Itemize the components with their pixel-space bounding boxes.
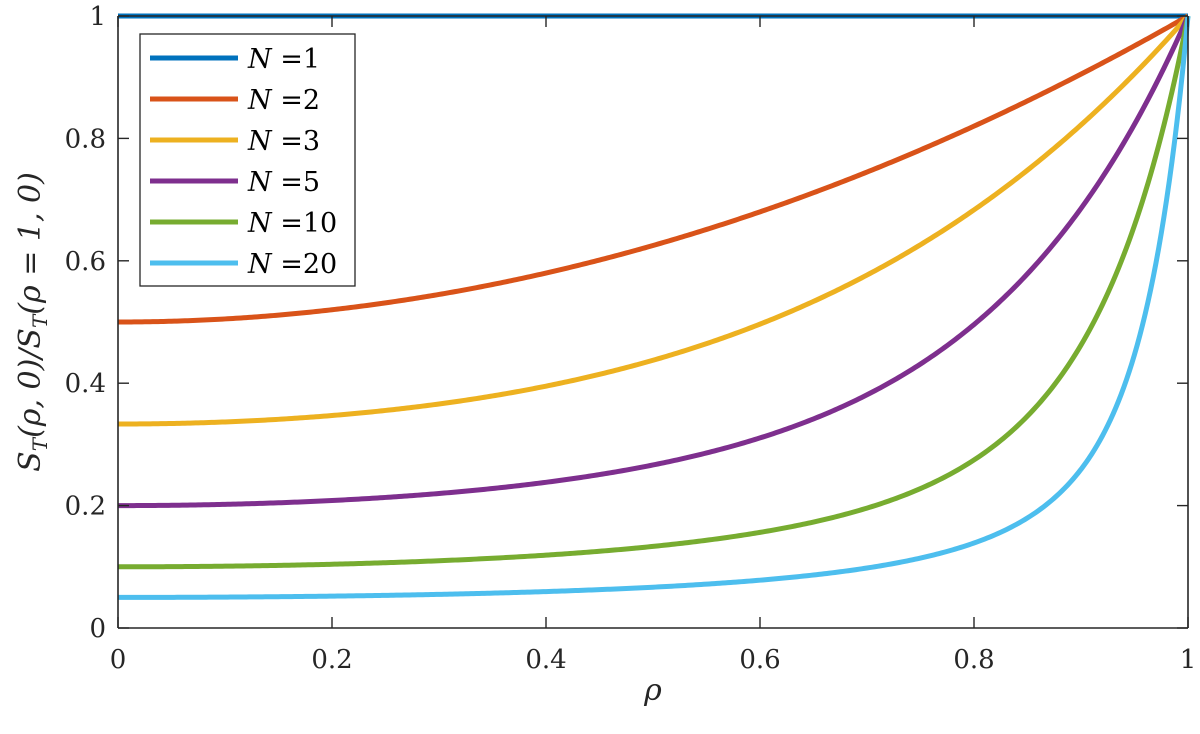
y-tick-label: 0.6: [65, 247, 106, 277]
legend: N =1 N =2 N =3 N =5 N =10 N =20: [139, 33, 356, 287]
series-line-n10: [118, 15, 1191, 570]
x-tick-label: 0.4: [525, 645, 566, 675]
tick-labels: 0 0.2 0.4 0.6 0.8 1 0 0.2 0.4 0.6 0.8 1: [65, 2, 1197, 675]
legend-label-n10: N =10: [247, 208, 337, 239]
axes: [117, 15, 1189, 629]
y-tick-label: 0: [89, 614, 106, 644]
x-tick-label: 1: [1180, 645, 1197, 675]
legend-label-n1: N =1: [247, 44, 320, 75]
legend-box: [139, 33, 356, 287]
y-tick-label: 1: [89, 2, 106, 32]
legend-label-n5: N =5: [247, 167, 320, 198]
series-line-n20: [118, 15, 1191, 600]
x-tick-label: 0.8: [953, 645, 994, 675]
x-tick-label: 0.2: [311, 645, 352, 675]
y-tick-label: 0.4: [65, 369, 106, 399]
y-tick-label: 0.2: [65, 492, 106, 522]
axis-ticks: [117, 15, 1189, 629]
x-axis-label: ρ: [643, 673, 662, 708]
series-line-n5: [118, 14, 1191, 509]
legend-label-n3: N =3: [247, 126, 320, 157]
y-axis-label: ST(ρ, 0)/ST(ρ = 1, 0): [13, 172, 52, 472]
x-tick-label: 0.6: [739, 645, 780, 675]
legend-label-n20: N =20: [247, 249, 337, 280]
x-tick-label: 0: [110, 645, 127, 675]
series-line-n3: [118, 14, 1190, 427]
y-tick-label: 0.8: [65, 124, 106, 154]
legend-label-n2: N =2: [247, 85, 320, 116]
series-line-n2: [118, 13, 1190, 325]
